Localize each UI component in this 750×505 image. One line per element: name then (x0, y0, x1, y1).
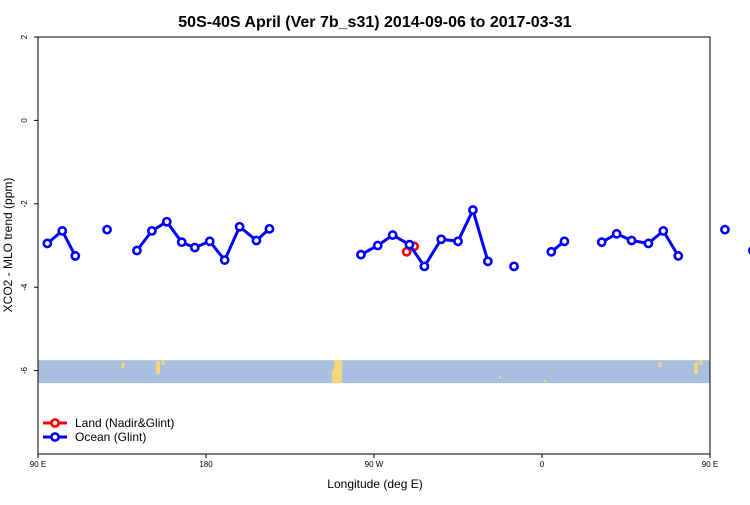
x-tick-label: 180 (199, 460, 213, 469)
series-line (360, 208, 490, 268)
data-point (176, 237, 187, 248)
data-point (611, 228, 622, 239)
map-strip-land (161, 360, 165, 365)
map-strip-land (658, 362, 662, 368)
data-point (251, 235, 262, 246)
legend-label: Ocean (Glint) (75, 430, 146, 444)
data-point (404, 239, 415, 250)
data-point (372, 240, 383, 251)
data-point (146, 226, 157, 236)
map-strip-land (544, 379, 546, 382)
y-tick-label: 0 (20, 118, 29, 123)
x-tick-label: 90 E (702, 460, 718, 469)
map-strip-land (156, 361, 160, 374)
map-strip-land (334, 360, 342, 384)
chart-title: 50S-40S April (Ver 7b_s31) 2014-09-06 to… (178, 14, 572, 31)
data-point (546, 246, 557, 257)
data-point (234, 221, 245, 232)
axes: 90 E 180 90 W 0 90 E 2 0 -2 -4 -6 (20, 34, 718, 469)
series-ocean-glint (42, 205, 750, 272)
y-tick-label: 2 (20, 34, 29, 39)
data-point (356, 249, 366, 260)
x-tick-label: 90 W (365, 460, 384, 469)
data-point (559, 236, 570, 247)
legend-label: Land (Nadir&Glint) (75, 416, 174, 430)
data-point (468, 205, 478, 215)
map-strip-land (332, 369, 336, 384)
map-strip-land (699, 360, 703, 365)
y-tick-label: -6 (20, 366, 29, 374)
data-point (57, 226, 68, 236)
data-point (204, 236, 215, 247)
data-point (102, 224, 112, 235)
data-point (436, 234, 447, 245)
series-layer (42, 205, 750, 272)
data-point (626, 235, 637, 246)
legend-marker (50, 432, 60, 442)
data-point (509, 261, 519, 272)
map-strip-ocean (38, 360, 710, 384)
data-point (643, 238, 654, 249)
legend: Land (Nadir&Glint)Ocean (Glint) (43, 416, 174, 444)
x-tick-label: 0 (540, 460, 545, 469)
data-point (419, 261, 430, 272)
y-axis-label: XCO2 - MLO trend (ppm) (1, 178, 15, 313)
data-point (482, 256, 493, 267)
data-point (161, 216, 172, 227)
data-point (387, 230, 398, 240)
x-axis-label: Longitude (deg E) (327, 477, 422, 491)
map-strip-land (121, 362, 125, 369)
y-tick-label: -2 (20, 200, 29, 208)
map-strip-land (499, 376, 501, 379)
map-strip (38, 360, 710, 384)
y-tick-label: -4 (20, 283, 29, 291)
data-point (453, 236, 463, 247)
data-point (70, 251, 81, 261)
data-point (596, 237, 607, 248)
map-strip-land (694, 362, 698, 374)
data-point (720, 224, 730, 235)
data-point (673, 251, 684, 261)
data-point (219, 255, 230, 265)
x-tick-label: 90 E (30, 460, 46, 469)
data-point (132, 245, 142, 256)
legend-marker (50, 418, 60, 428)
data-point (189, 242, 200, 253)
series-line (135, 220, 271, 262)
data-point (658, 226, 669, 236)
data-point (42, 238, 53, 249)
data-point (264, 223, 275, 234)
